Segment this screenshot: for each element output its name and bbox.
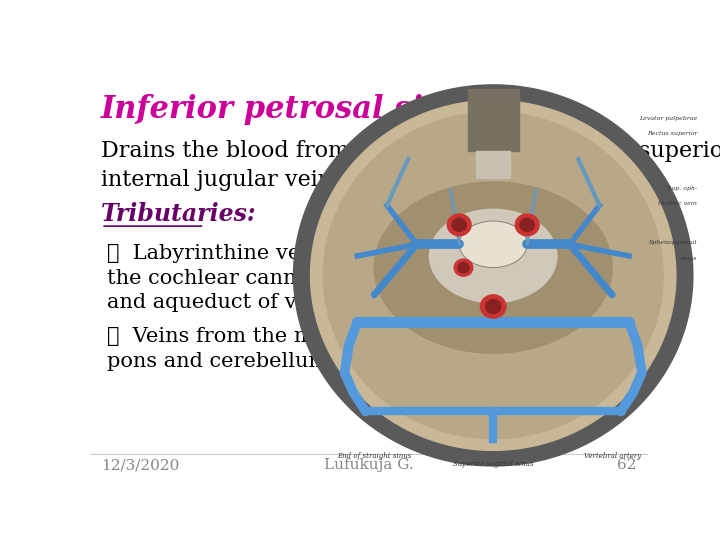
Text: 12/3/2020: 12/3/2020 bbox=[101, 458, 179, 472]
Text: Inferior petrosal sinus:: Inferior petrosal sinus: bbox=[101, 94, 497, 125]
Text: 62: 62 bbox=[617, 458, 637, 472]
Text: and aqueduct of vestibule: and aqueduct of vestibule bbox=[107, 294, 381, 313]
Circle shape bbox=[458, 262, 469, 273]
Polygon shape bbox=[374, 182, 612, 353]
Text: Levator palpebrae: Levator palpebrae bbox=[639, 116, 697, 121]
Circle shape bbox=[454, 259, 473, 276]
Circle shape bbox=[485, 300, 501, 314]
Text: internal jugular vein: internal jugular vein bbox=[101, 168, 332, 191]
Circle shape bbox=[447, 214, 471, 236]
Text: Sup. oph-: Sup. oph- bbox=[667, 186, 697, 191]
Text: ✓  Veins from the medulla,: ✓ Veins from the medulla, bbox=[107, 327, 385, 346]
Text: Rectus superior: Rectus superior bbox=[647, 131, 697, 137]
Text: Tributaries:: Tributaries: bbox=[101, 202, 257, 226]
Text: End of straight sinus: End of straight sinus bbox=[337, 452, 411, 460]
Polygon shape bbox=[430, 210, 557, 302]
Text: pons and cerebellum: pons and cerebellum bbox=[107, 352, 328, 370]
Circle shape bbox=[520, 218, 534, 231]
Polygon shape bbox=[459, 221, 527, 268]
Text: Lufukuja G.: Lufukuja G. bbox=[324, 458, 414, 472]
Text: sinus: sinus bbox=[680, 256, 697, 261]
Text: Superior sagittal sinus: Superior sagittal sinus bbox=[453, 460, 534, 468]
Circle shape bbox=[480, 295, 506, 318]
Text: the cochlear cannaliculi: the cochlear cannaliculi bbox=[107, 268, 361, 287]
Text: ✓  Labyrinthine veins from: ✓ Labyrinthine veins from bbox=[107, 244, 388, 262]
Text: thalmic vein: thalmic vein bbox=[658, 201, 697, 206]
Text: Sphenoparietal: Sphenoparietal bbox=[649, 240, 697, 245]
Text: Vertebral artery: Vertebral artery bbox=[583, 452, 641, 460]
Polygon shape bbox=[323, 112, 663, 438]
Circle shape bbox=[452, 218, 467, 231]
Text: Drains the blood from cavernous sinus into the superior bulb of: Drains the blood from cavernous sinus in… bbox=[101, 140, 720, 161]
Polygon shape bbox=[310, 100, 676, 450]
Polygon shape bbox=[294, 85, 693, 466]
Circle shape bbox=[516, 214, 539, 236]
